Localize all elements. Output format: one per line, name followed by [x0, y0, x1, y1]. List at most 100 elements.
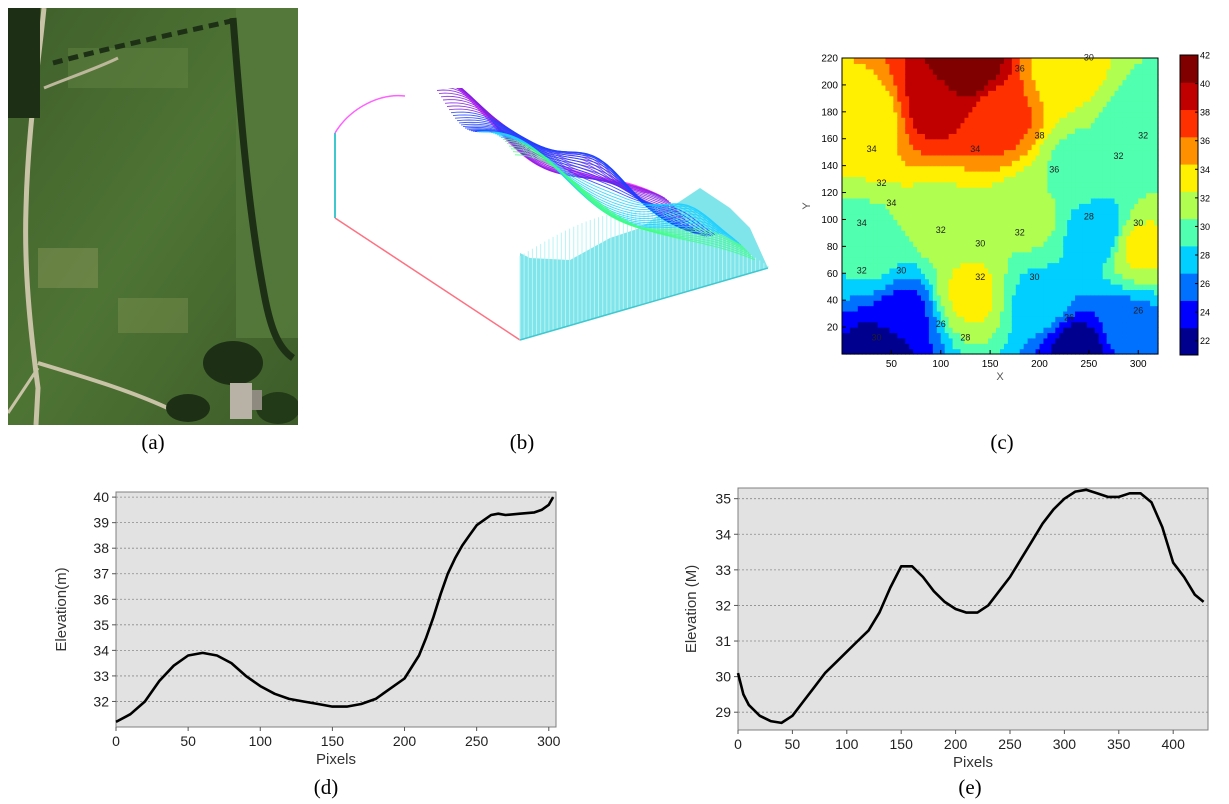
contour-cell — [913, 154, 918, 161]
contour-cell — [1106, 63, 1112, 70]
contour-cell — [1130, 127, 1135, 134]
contour-label: 30 — [1030, 272, 1040, 282]
contour-cell — [932, 101, 938, 108]
contour-cell — [1003, 240, 1009, 247]
contour-cell — [845, 235, 851, 242]
contour-cell — [909, 165, 914, 172]
contour-cell — [1118, 160, 1124, 167]
contour-cell — [1007, 235, 1013, 242]
contour-cell — [1007, 294, 1013, 301]
contour-cell — [905, 176, 910, 183]
contour-cell — [1142, 321, 1147, 328]
contour-cell — [869, 187, 875, 194]
contour-cell — [992, 284, 997, 291]
contour-cell — [897, 74, 902, 81]
contour-cell — [1094, 273, 1100, 280]
contour-cell — [984, 68, 989, 75]
contour-cell — [1114, 144, 1120, 151]
contour-cell — [928, 289, 934, 296]
contour-cell — [1082, 127, 1088, 134]
contour-cell — [877, 171, 883, 177]
contour-cell — [861, 348, 867, 355]
contour-cell — [1094, 197, 1100, 204]
contour-cell — [893, 90, 898, 97]
contour-cell — [1063, 327, 1068, 334]
contour-cell — [885, 160, 890, 167]
contour-cell — [842, 294, 847, 301]
contour-cell — [1035, 257, 1041, 264]
contour-cell — [897, 337, 902, 344]
contour-cell — [944, 74, 950, 81]
contour-cell — [849, 160, 855, 167]
contour-cell — [928, 246, 934, 253]
contour-cell — [1118, 278, 1124, 285]
contour-cell — [1035, 84, 1041, 91]
contour-cell — [984, 149, 989, 156]
contour-cell — [885, 343, 890, 350]
contour-cell — [960, 58, 966, 64]
contour-cell — [948, 327, 954, 334]
contour-cell — [936, 278, 942, 285]
contour-cell — [861, 337, 867, 344]
contour-cell — [936, 240, 942, 247]
contour-cell — [992, 74, 997, 81]
contour-cell — [980, 262, 985, 269]
contour-cell — [976, 343, 981, 350]
contour-cell — [1031, 111, 1037, 118]
contour-cell — [996, 251, 1001, 258]
contour-cell — [928, 284, 934, 291]
contour-cell — [1000, 84, 1005, 91]
contour-cell — [996, 171, 1001, 177]
contour-cell — [1055, 160, 1060, 167]
contour-cell — [980, 176, 985, 183]
contour-cell — [921, 144, 926, 151]
contour-cell — [921, 149, 926, 156]
contour-cell — [924, 289, 930, 296]
contour-cell — [845, 122, 851, 129]
contour-cell — [1031, 79, 1037, 86]
contour-cell — [1094, 149, 1100, 156]
contour-cell — [1059, 149, 1064, 156]
contour-cell — [936, 337, 942, 344]
contour-cell — [932, 337, 938, 344]
contour-cell — [1098, 240, 1104, 247]
contour-cell — [924, 300, 930, 307]
contour-cell — [1114, 289, 1120, 296]
contour-cell — [1150, 74, 1155, 81]
contour-cell — [1094, 101, 1100, 108]
elevation-line — [115, 496, 555, 724]
contour-cell — [1090, 144, 1096, 151]
contour-cell — [1090, 230, 1096, 237]
contour-cell — [1059, 79, 1064, 86]
contour-cell — [853, 240, 859, 247]
contour-cell — [1051, 63, 1056, 70]
contour-cell — [1102, 63, 1108, 70]
contour-cell — [1086, 332, 1092, 339]
contour-cell — [1154, 106, 1159, 113]
contour-cell — [845, 343, 851, 350]
contour-cell — [984, 321, 989, 328]
contour-cell — [913, 176, 918, 183]
contour-cell — [956, 154, 962, 161]
contour-cell — [1106, 267, 1112, 274]
contour-cell — [1051, 181, 1056, 188]
contour-cell — [932, 246, 938, 253]
contour-cell — [913, 240, 918, 247]
contour-cell — [960, 267, 966, 274]
contour-cell — [921, 133, 926, 140]
contour-cell — [1142, 343, 1147, 350]
colorbar-band — [1180, 82, 1198, 111]
contour-cell — [1110, 160, 1116, 167]
contour-cell — [842, 289, 847, 296]
contour-cell — [1007, 327, 1013, 334]
contour-cell — [1000, 246, 1005, 253]
contour-cell — [1118, 262, 1124, 269]
contour-cell — [869, 289, 875, 296]
contour-cell — [1138, 246, 1143, 253]
contour-cell — [1102, 106, 1108, 113]
contour-cell — [1079, 251, 1084, 258]
contour-cell — [1110, 111, 1116, 118]
contour-cell — [928, 348, 934, 355]
contour-cell — [1027, 68, 1033, 75]
contour-cell — [1138, 235, 1143, 242]
